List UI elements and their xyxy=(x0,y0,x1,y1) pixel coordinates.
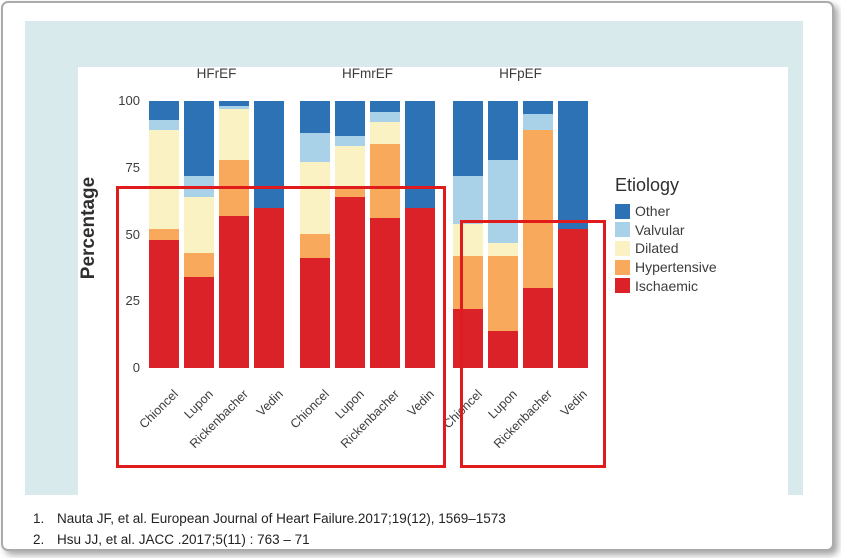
bar-segment-dilated xyxy=(300,162,330,235)
legend-item-other: Other xyxy=(615,202,717,221)
legend-swatch-ischaemic xyxy=(615,278,630,294)
bar-segment-hypertensive xyxy=(453,255,483,310)
highlight-box-hfpef xyxy=(460,220,606,468)
bar-segment-ischaemic xyxy=(184,277,214,368)
bar-segment-other xyxy=(335,101,365,136)
citation-text: Nauta JF, et al. European Journal of Hea… xyxy=(57,511,506,526)
bar-segment-other xyxy=(254,101,284,208)
y-tick-label: 25 xyxy=(125,293,140,309)
legend-label: Ischaemic xyxy=(635,277,699,294)
bar-hfmref-vedin xyxy=(405,101,435,368)
bar-segment-hypertensive xyxy=(149,229,179,240)
citations: 1. Nauta JF, et al. European Journal of … xyxy=(33,508,506,550)
bar-segment-dilated xyxy=(370,122,400,144)
legend-swatch-dilated xyxy=(615,240,630,256)
bar-segment-hypertensive xyxy=(300,234,330,259)
y-tick-label: 50 xyxy=(125,226,140,242)
bar-segment-ischaemic xyxy=(335,197,365,368)
bar-hfmref-rickenbacher xyxy=(370,101,400,368)
facet-title-hfmref: HFmrEF xyxy=(342,66,393,81)
bar-segment-dilated xyxy=(149,130,179,230)
legend-item-valvular: Valvular xyxy=(615,221,717,240)
legend-label: Dilated xyxy=(635,240,679,257)
bar-segment-hypertensive xyxy=(370,143,400,219)
bar-segment-dilated xyxy=(453,223,483,256)
bar-hfpef-rickenbacher xyxy=(523,101,553,368)
bar-hfref-vedin xyxy=(254,101,284,368)
bar-hfpef-chioncel xyxy=(453,101,483,368)
bar-segment-valvular xyxy=(370,111,400,123)
bar-segment-ischaemic xyxy=(405,207,435,368)
citation-line: 1. Nauta JF, et al. European Journal of … xyxy=(33,508,506,529)
bar-segment-dilated xyxy=(488,242,518,256)
highlight-box-hfref-hfmref xyxy=(116,186,446,468)
citation-line: 2. Hsu JJ, et al. JACC .2017;5(11) : 763… xyxy=(33,529,506,550)
bar-segment-valvular xyxy=(453,175,483,224)
bar-segment-other xyxy=(149,101,179,120)
citation-text: Hsu JJ, et al. JACC .2017;5(11) : 763 – … xyxy=(57,532,310,547)
legend-label: Valvular xyxy=(635,221,685,238)
bar-hfpef-vedin xyxy=(558,101,588,368)
bar-segment-valvular xyxy=(335,135,365,147)
bar-segment-dilated xyxy=(219,108,249,160)
bar-segment-hypertensive xyxy=(184,253,214,278)
y-axis-label: Percentage xyxy=(78,176,99,280)
bar-segment-other xyxy=(405,101,435,208)
y-tick-label: 100 xyxy=(118,93,140,108)
bar-segment-ischaemic xyxy=(300,258,330,368)
legend: Etiology Other Valvular Dilated Hypertensiv… xyxy=(615,175,717,295)
bar-segment-valvular xyxy=(488,159,518,243)
bar-segment-valvular xyxy=(149,119,179,131)
y-tick-label: 0 xyxy=(132,360,140,375)
facet-title-hfpef: HFpEF xyxy=(499,66,542,81)
citation-number: 1. xyxy=(33,511,45,526)
bar-segment-other xyxy=(219,101,249,107)
legend-swatch-valvular xyxy=(615,222,630,238)
bar-segment-valvular xyxy=(300,133,330,163)
bar-segment-other xyxy=(488,101,518,160)
facet-title-hfref: HFrEF xyxy=(196,66,237,81)
citation-number: 2. xyxy=(33,532,45,547)
legend-label: Hypertensive xyxy=(635,259,717,276)
bar-segment-valvular xyxy=(523,114,553,131)
bar-hfpef-lupon xyxy=(488,101,518,368)
bar-segment-hypertensive xyxy=(488,255,518,331)
bar-segment-dilated xyxy=(335,146,365,190)
legend-items: Other Valvular Dilated Hypertensive Ischaemi… xyxy=(615,202,717,295)
bar-segment-ischaemic xyxy=(558,229,588,368)
bar-segment-other xyxy=(184,101,214,176)
slide: 100 75 50 25 0 HFrEF Chioncel Lupon Rickenbacher… xyxy=(1,1,834,551)
bar-hfref-chioncel xyxy=(149,101,179,368)
bar-segment-dilated xyxy=(184,197,214,254)
bar-segment-other xyxy=(370,101,400,112)
legend-item-hypertensive: Hypertensive xyxy=(615,258,717,277)
bar-segment-ischaemic xyxy=(149,239,179,368)
legend-item-ischaemic: Ischaemic xyxy=(615,276,717,295)
bar-segment-other xyxy=(558,101,588,230)
bar-segment-hypertensive xyxy=(335,189,365,198)
bar-segment-ischaemic xyxy=(523,287,553,368)
bar-segment-ischaemic xyxy=(219,215,249,368)
bar-hfmref-lupon xyxy=(335,101,365,368)
bar-hfmref-chioncel xyxy=(300,101,330,368)
bar-segment-other xyxy=(453,101,483,176)
bar-segment-ischaemic xyxy=(453,309,483,368)
legend-item-dilated: Dilated xyxy=(615,239,717,258)
bar-segment-hypertensive xyxy=(523,130,553,288)
bar-segment-valvular xyxy=(219,106,249,109)
legend-label: Other xyxy=(635,203,671,220)
bar-segment-ischaemic xyxy=(370,218,400,368)
legend-swatch-hypertensive xyxy=(615,259,630,275)
y-tick-label: 75 xyxy=(125,159,140,175)
bar-segment-ischaemic xyxy=(488,330,518,368)
legend-swatch-other xyxy=(615,203,630,219)
bar-segment-other xyxy=(300,101,330,134)
bar-segment-other xyxy=(523,101,553,115)
legend-title: Etiology xyxy=(615,175,680,195)
bar-segment-ischaemic xyxy=(254,207,284,368)
